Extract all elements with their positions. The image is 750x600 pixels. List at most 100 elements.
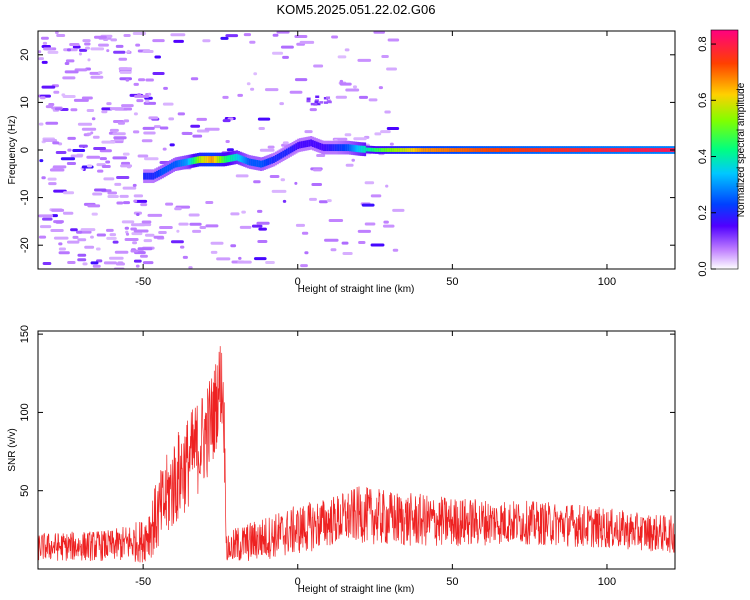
spectrogram-noise-cell — [258, 127, 265, 131]
spectrogram-ridge-cell — [284, 149, 287, 157]
spectrogram-ridge-cell — [601, 148, 604, 152]
spectrogram-noise-cell — [225, 34, 239, 38]
spectrogram-noise-cell — [170, 240, 184, 244]
spectrogram-noise-cell — [122, 186, 137, 190]
spectrogram-noise-cell — [62, 76, 76, 80]
spectrogram-ridge-cell — [414, 148, 417, 152]
spectrogram-noise-cell — [316, 154, 326, 158]
spectrogram-ridge-cell — [273, 156, 276, 163]
spectrogram-noise-cell — [77, 253, 87, 257]
spectrogram-ridge-cell — [165, 165, 168, 173]
spectrogram-noise-cell — [62, 191, 75, 195]
spectrogram-ridge-cell — [606, 148, 610, 152]
snr-xtick-label: 0 — [295, 576, 301, 588]
spectrogram-ridge-cell — [198, 156, 201, 163]
spectrogram-ridge-cell — [360, 145, 363, 153]
spectrogram-ridge-cell — [260, 160, 263, 168]
spectrogram-ridge-cell — [365, 147, 368, 152]
spectrogram-ridge-cell — [562, 148, 565, 152]
spectrogram-ridge-cell — [449, 148, 452, 152]
spectrogram-ridge-cell — [384, 148, 387, 152]
snr-marks — [38, 346, 675, 563]
snr-x-axis-label: Height of straight line (km) — [298, 584, 415, 595]
spectrogram-noise-cell — [92, 135, 100, 139]
spectrogram-noise-cell — [131, 232, 143, 236]
spectrogram-ridge-cell — [532, 148, 535, 152]
spectrogram-ridge-cell — [441, 148, 445, 152]
spectrogram-noise-cell — [58, 247, 66, 251]
spectrogram-noise-cell — [358, 95, 369, 99]
spectrogram-noise-cell — [106, 236, 117, 240]
spectrogram-noise-cell — [282, 55, 289, 59]
spectrogram-noise-cell — [368, 98, 378, 102]
spectrogram-noise-cell — [326, 199, 332, 203]
spectrogram-noise-cell — [133, 194, 144, 198]
spectrogram-ridge-cell — [549, 148, 552, 152]
spectrogram-noise-cell — [364, 181, 375, 185]
spectrogram-noise-cell — [114, 250, 129, 254]
spectrogram-noise-cell — [331, 35, 339, 39]
spectrogram-ridge-cell — [174, 160, 177, 168]
spectrogram-ridge-cell — [410, 148, 413, 152]
spectrogram-ridge-cell — [352, 144, 355, 152]
spectrogram-ridge-cell — [156, 170, 159, 178]
spectrogram-noise-cell — [142, 50, 154, 54]
spectrogram-ridge-cell — [321, 143, 324, 151]
spectrogram-x-ticks: -50 0 50 100 — [135, 31, 616, 288]
spectrogram-ridge-cell — [488, 148, 491, 152]
spectrogram-ridge-cell — [473, 148, 476, 152]
spectrogram-noise-cell — [112, 240, 119, 244]
spectrogram-noise-cell — [41, 60, 48, 64]
spectrogram-ridge-cell — [397, 148, 400, 152]
spectrogram-ytick-label: 10 — [19, 96, 31, 108]
spectrogram-noise-cell — [98, 43, 109, 47]
spectrogram-noise-cell — [136, 213, 140, 217]
spectrogram-noise-cell — [335, 95, 347, 99]
spectrogram-ridge-cell — [389, 148, 393, 152]
spectrogram-ridge-cell — [187, 158, 190, 166]
spectrogram-noise-cell — [119, 70, 132, 74]
spectrogram-noise-cell — [101, 164, 111, 168]
spectrogram-ridge-cell — [521, 148, 524, 152]
snr-ytick-label: 150 — [19, 325, 31, 343]
spectrogram-ridge-cell — [267, 158, 270, 166]
spectrogram-noise-cell — [53, 236, 69, 240]
spectrogram-noise-cell — [109, 128, 119, 132]
spectrogram-ridge-cell — [427, 148, 430, 152]
spectrogram-ridge-cell — [393, 148, 396, 152]
spectrogram-noise-cell — [358, 241, 366, 245]
spectrogram-noise-cell — [49, 168, 65, 172]
spectrogram-noise-cell — [67, 148, 72, 152]
spectrogram-noise-cell — [132, 130, 140, 134]
spectrogram-ridge-cell — [523, 148, 526, 152]
spectrogram-noise-cell — [56, 34, 66, 38]
spectrogram-noise-cell — [318, 200, 328, 204]
spectrogram-ridge-cell — [508, 148, 511, 152]
spectrogram-ridge-cell — [395, 148, 398, 152]
spectrogram-ridge-cell — [419, 148, 422, 152]
spectrogram-blob-cell — [310, 102, 315, 106]
spectrogram-noise-cell — [210, 241, 224, 245]
spectrogram-ridge-cell — [261, 160, 265, 168]
spectrogram-noise-cell — [328, 218, 344, 222]
spectrogram-noise-cell — [70, 154, 83, 158]
spectrogram-noise-cell — [339, 79, 344, 83]
spectrogram-noise-cell — [202, 39, 211, 43]
spectrogram-noise-cell — [42, 217, 53, 221]
spectrogram-noise-cell — [230, 212, 240, 216]
spectrogram-ridge-cell — [495, 148, 498, 152]
spectrogram-noise-cell — [43, 139, 58, 143]
spectrogram-noise-cell — [141, 139, 153, 143]
spectrogram-noise-cell — [144, 157, 159, 161]
spectrogram-noise-cell — [267, 145, 275, 149]
spectrogram-ridge-cell — [432, 148, 435, 152]
spectrogram-noise-cell — [48, 182, 57, 186]
spectrogram-noise-cell — [351, 158, 355, 162]
spectrogram-noise-cell — [170, 33, 186, 37]
colorbar-tick-label: 0.6 — [697, 93, 709, 108]
spectrogram-ridge-cell — [209, 156, 213, 163]
spectrogram-noise-cell — [123, 33, 131, 37]
spectrogram-noise-cell — [52, 141, 60, 145]
spectrogram-ridge-cell — [200, 156, 203, 163]
